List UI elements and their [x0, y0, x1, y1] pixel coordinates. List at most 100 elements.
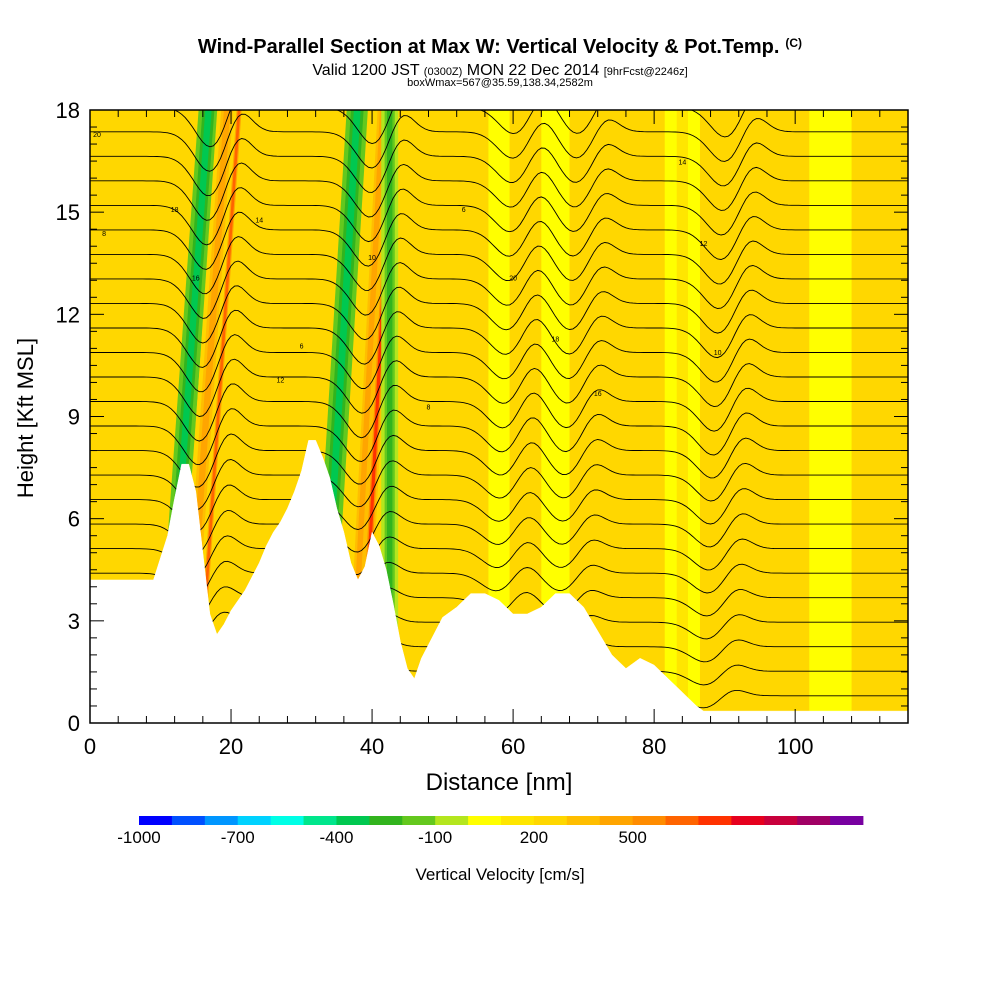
colorbar-tick-label: -100	[418, 828, 452, 847]
isentrope-line	[90, 459, 908, 511]
isentrope-line	[90, 113, 908, 172]
contour-label: 6	[300, 343, 304, 350]
x-tick-label: 60	[501, 734, 525, 759]
velocity-band-6-2	[386, 110, 393, 723]
isentrope-line	[90, 535, 908, 578]
y-axis-label: Height [Kft MSL]	[13, 338, 38, 498]
colorbar-swatch	[336, 816, 370, 825]
isentrope-line	[90, 334, 908, 393]
plot-border	[89, 109, 909, 724]
colorbar-tick-labels: -1000 -700 -400 -100 200 500	[117, 828, 647, 847]
contour-label: 10	[714, 350, 722, 357]
chart-title: Wind-Parallel Section at Max W: Vertical…	[197, 36, 803, 58]
contour-label: 14	[678, 159, 686, 166]
x-tick-label: 20	[219, 734, 243, 759]
colorbar-swatch	[270, 816, 304, 825]
isentrope-line	[90, 509, 908, 556]
contour-label: 6	[462, 207, 466, 214]
colorbar-swatch	[731, 816, 765, 825]
velocity-band-4-2	[348, 110, 386, 723]
isentrope-line	[90, 211, 908, 270]
plot-frame	[89, 109, 909, 724]
colorbar-swatch	[797, 816, 831, 825]
colorbar-tick-label: 200	[520, 828, 548, 847]
x-tick-label: 80	[642, 734, 666, 759]
contour-label: 16	[192, 275, 200, 282]
x-tick-label: 0	[84, 734, 96, 759]
chart-box-info: boxWmax=567@35.59,138.34,2582m	[407, 77, 593, 89]
x-axis-label: Distance [nm]	[426, 769, 573, 796]
x-tick-label: 40	[360, 734, 384, 759]
isentrope-line	[90, 236, 908, 295]
colorbar-swatch	[402, 816, 436, 825]
y-tick-labels: 0 3 6 9 12 15 18	[56, 98, 80, 736]
colorbar-swatch	[237, 816, 272, 825]
x-tick-labels: 0 20 40 60 80 100	[84, 734, 814, 759]
isentrope-line	[90, 560, 908, 601]
colorbar-swatch	[698, 816, 732, 825]
y-tick-label: 6	[68, 507, 80, 532]
contour-label: 12	[700, 241, 708, 248]
chart-subtitle: Valid 1200 JST (0300Z) MON 22 Dec 2014 […	[312, 62, 688, 79]
contour-label: 8	[427, 405, 431, 412]
colorbar-swatch	[501, 816, 535, 825]
colorbar-swatch	[764, 816, 798, 825]
isentrope-line	[90, 260, 908, 319]
contour-label: 20	[509, 275, 517, 282]
y-tick-label: 9	[68, 405, 80, 430]
colorbar-swatch	[204, 816, 239, 825]
contour-label: 8	[102, 231, 106, 238]
colorbar-swatch	[468, 816, 502, 825]
y-tick-label: 15	[56, 200, 80, 225]
isentrope-line	[173, 110, 746, 148]
colorbar-tick-label: 500	[618, 828, 646, 847]
isentrope-line	[90, 162, 908, 221]
contour-label: 18	[171, 207, 179, 214]
velocity-band-8-2	[550, 110, 560, 723]
colorbar-swatch	[369, 816, 403, 825]
isentrope-line	[90, 309, 908, 368]
contour-label: 16	[594, 391, 602, 398]
y-tick-label: 0	[68, 711, 80, 736]
velocity-band-7-2	[495, 110, 503, 723]
colorbar-swatch	[632, 816, 666, 825]
colorbar-swatch	[599, 816, 634, 825]
velocity-band-9-2	[676, 110, 688, 723]
isentrope-line	[90, 285, 908, 344]
isentrope-line	[90, 358, 908, 417]
colorbar-label: Vertical Velocity [cm/s]	[415, 865, 584, 884]
colorbar-tick-label: -400	[319, 828, 353, 847]
terrain-mask	[89, 440, 909, 724]
colorbar	[139, 816, 864, 825]
terrain-profile	[89, 440, 909, 724]
colorbar-swatch	[533, 816, 568, 825]
isentrope-line	[90, 484, 908, 533]
y-tick-label: 3	[68, 609, 80, 634]
colorbar-tick-label: -1000	[117, 828, 160, 847]
x-tick-label: 100	[777, 734, 814, 759]
isentrope-line	[90, 138, 908, 197]
isentrope-line	[90, 408, 908, 466]
contour-label: 14	[255, 217, 263, 224]
contour-label: 18	[552, 337, 560, 344]
isentrope-line	[90, 433, 908, 488]
colorbar-swatch	[830, 816, 864, 825]
colorbar-tick-label: -700	[221, 828, 255, 847]
colorbar-swatch	[665, 816, 699, 825]
isentrope-line	[90, 187, 908, 246]
contour-label: 20	[93, 132, 101, 139]
copyright-mark: (C)	[785, 36, 803, 50]
velocity-band-10-2	[823, 110, 838, 723]
isentrope-line	[90, 383, 908, 442]
colorbar-swatch	[139, 816, 173, 825]
y-tick-label: 18	[56, 98, 80, 123]
colorbar-swatch	[566, 816, 601, 825]
colorbar-swatch	[303, 816, 337, 825]
contour-label: 12	[276, 377, 284, 384]
colorbar-swatch	[171, 816, 206, 825]
colorbar-swatch	[435, 816, 469, 825]
contour-label: 10	[368, 255, 376, 262]
velocity-band-2-2	[195, 110, 241, 723]
y-tick-label: 12	[56, 302, 80, 327]
